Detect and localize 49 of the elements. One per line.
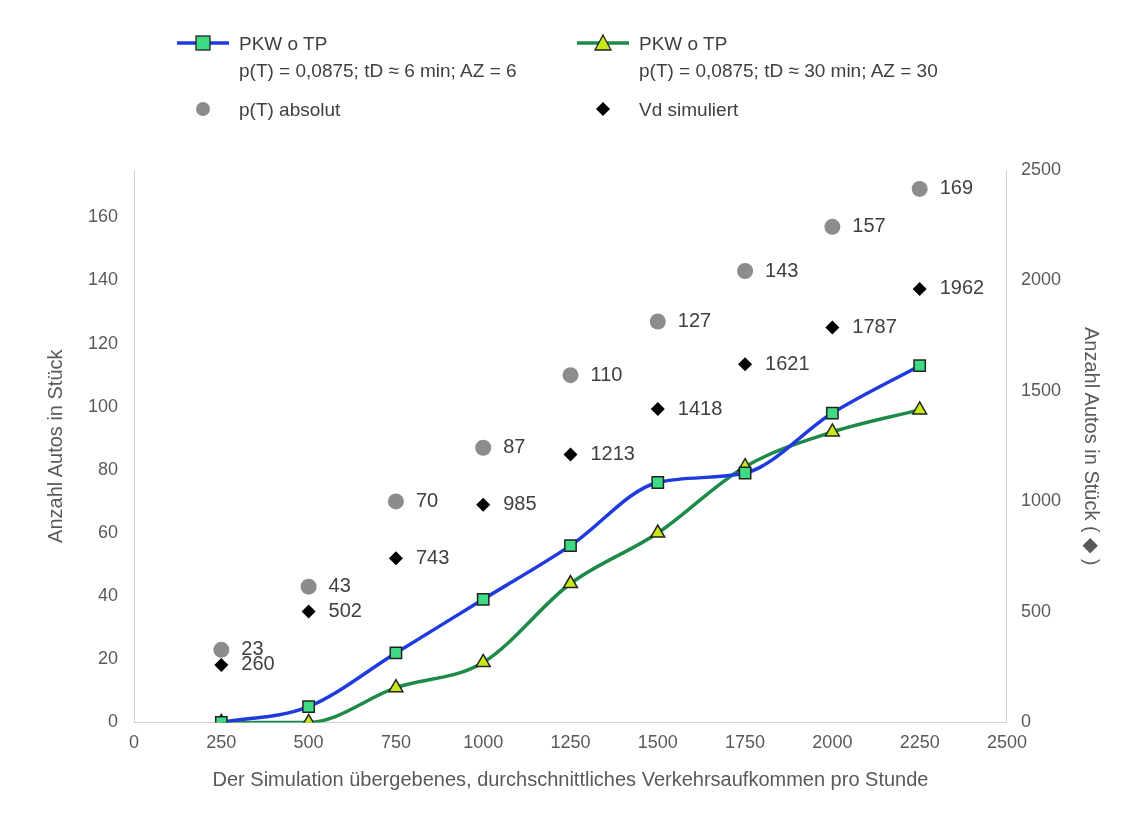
data-label: 70 bbox=[415, 488, 439, 511]
y-tick-label: 0 bbox=[108, 711, 119, 732]
y-tick-label: 140 bbox=[87, 269, 119, 290]
y2-tick-label: 2000 bbox=[1020, 269, 1061, 290]
x-axis-title: Der Simulation übergebenes, durchschnittliches Verkehrsaufkommen pro Stunde bbox=[212, 767, 929, 790]
x-tick-label: 500 bbox=[293, 732, 324, 753]
y-tick-label: 60 bbox=[98, 521, 119, 542]
x-tick-label: 1500 bbox=[637, 732, 678, 753]
y2-tick-label: 2500 bbox=[1020, 158, 1061, 179]
data-label: 985 bbox=[503, 492, 537, 515]
data-label: 143 bbox=[765, 258, 799, 281]
legend-label: Vd simuliert bbox=[639, 98, 739, 122]
data-label: 110 bbox=[590, 362, 623, 385]
data-label: 1418 bbox=[677, 396, 723, 419]
y-tick-label: 20 bbox=[98, 648, 119, 669]
data-label: 169 bbox=[939, 176, 974, 199]
x-tick-label: 2250 bbox=[899, 732, 940, 753]
y2-tick-label: 1500 bbox=[1020, 379, 1061, 400]
y-tick-label: 80 bbox=[98, 458, 119, 479]
data-label: 502 bbox=[328, 598, 362, 621]
y-tick-label: 100 bbox=[87, 395, 119, 416]
legend-label: p(T) absolut bbox=[239, 98, 341, 122]
data-label: 157 bbox=[852, 214, 886, 237]
data-label: 1962 bbox=[939, 276, 985, 299]
y2-tick-label: 1000 bbox=[1020, 490, 1061, 511]
data-label: 1621 bbox=[765, 351, 810, 374]
legend-label: PKW o TP p(T) = 0,0875; tD ≈ 6 min; AZ = 6 bbox=[239, 32, 517, 83]
legend-label: PKW o TP p(T) = 0,0875; tD ≈ 30 min; AZ = 30 bbox=[639, 32, 938, 83]
x-tick-label: 750 bbox=[380, 732, 411, 753]
data-label: 127 bbox=[677, 309, 712, 332]
y-tick-label: 160 bbox=[87, 206, 119, 227]
data-label: 43 bbox=[328, 574, 351, 597]
data-label: 743 bbox=[415, 545, 450, 568]
y2-tick-label: 0 bbox=[1020, 711, 1031, 732]
x-tick-label: 0 bbox=[129, 732, 140, 753]
x-tick-label: 2000 bbox=[812, 732, 853, 753]
y2-tick-label: 500 bbox=[1020, 600, 1051, 621]
x-tick-label: 250 bbox=[206, 732, 237, 753]
x-tick-label: 2500 bbox=[986, 732, 1027, 753]
y-tick-label: 120 bbox=[87, 332, 119, 353]
x-tick-label: 1250 bbox=[550, 732, 591, 753]
y-tick-label: 40 bbox=[98, 585, 119, 606]
data-label: 1213 bbox=[590, 441, 635, 464]
y-axis-title: Anzahl Autos in Stück bbox=[43, 348, 66, 543]
x-tick-label: 1750 bbox=[725, 732, 766, 753]
x-tick-label: 1000 bbox=[463, 732, 504, 753]
y2-axis-title: Anzahl Autos in Stück ( ◆ ) bbox=[1081, 326, 1104, 566]
data-label: 87 bbox=[503, 435, 526, 458]
data-label: 1787 bbox=[852, 315, 897, 338]
